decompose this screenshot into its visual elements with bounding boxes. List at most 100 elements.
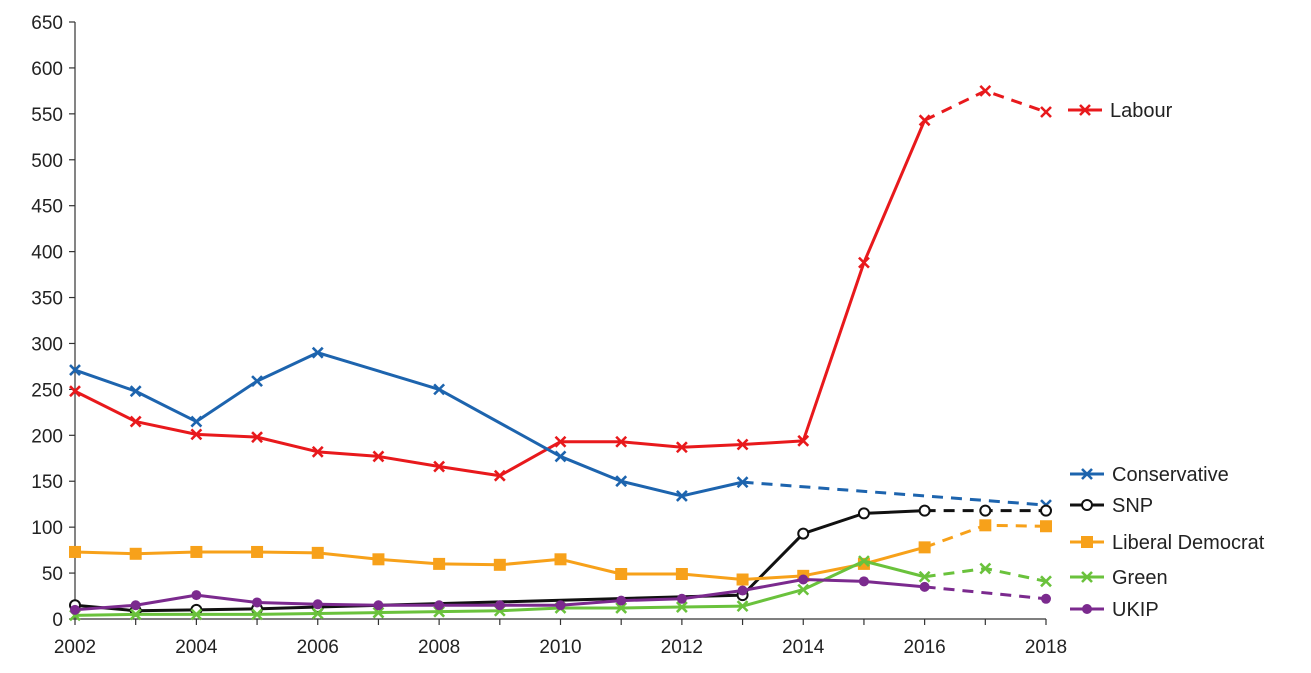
legend-swatch-marker bbox=[1081, 468, 1093, 480]
data-point bbox=[69, 545, 81, 558]
data-point bbox=[312, 599, 323, 610]
legend-label: Labour bbox=[1110, 100, 1173, 122]
data-point bbox=[190, 415, 203, 428]
data-point bbox=[616, 595, 627, 606]
data-point bbox=[433, 460, 446, 473]
data-point bbox=[1040, 504, 1052, 517]
data-point bbox=[129, 385, 142, 398]
x-tick-label: 2008 bbox=[418, 637, 460, 658]
y-tick-label: 450 bbox=[31, 197, 63, 218]
data-point bbox=[554, 553, 567, 566]
legend-swatch-marker bbox=[1081, 536, 1093, 548]
legend-label: UKIP bbox=[1112, 599, 1159, 621]
legend-swatch-marker bbox=[1082, 604, 1092, 614]
data-point bbox=[736, 573, 749, 586]
data-point bbox=[737, 585, 748, 596]
series-conservative bbox=[69, 346, 1052, 512]
data-point bbox=[190, 545, 203, 558]
data-point bbox=[1040, 106, 1052, 118]
data-point bbox=[919, 581, 930, 592]
data-point bbox=[797, 527, 810, 540]
series-line-projected bbox=[924, 585, 1047, 601]
legend-label: SNP bbox=[1112, 495, 1153, 517]
data-point bbox=[372, 450, 385, 463]
data-point bbox=[736, 438, 749, 451]
y-tick-label: 350 bbox=[31, 289, 63, 310]
data-point bbox=[1041, 593, 1051, 604]
data-point bbox=[372, 606, 385, 619]
data-point bbox=[311, 546, 324, 559]
legend-item-liberal-democrat: Liberal Democrat bbox=[1070, 532, 1265, 554]
data-point bbox=[979, 519, 992, 532]
y-tick-label: 0 bbox=[52, 610, 63, 631]
data-point bbox=[857, 507, 870, 520]
legend-label: Green bbox=[1112, 567, 1168, 589]
data-point bbox=[493, 469, 506, 482]
data-point bbox=[858, 576, 869, 587]
data-point bbox=[311, 607, 324, 620]
data-point bbox=[918, 570, 931, 583]
legend-item-labour: Labour bbox=[1068, 100, 1173, 122]
series-line-projected bbox=[924, 566, 1047, 583]
data-point bbox=[433, 557, 446, 570]
data-point bbox=[979, 504, 992, 517]
data-point bbox=[858, 256, 870, 269]
y-tick-label: 500 bbox=[31, 151, 63, 172]
y-tick-label: 550 bbox=[31, 105, 63, 126]
data-point bbox=[311, 346, 324, 359]
data-point bbox=[554, 435, 567, 448]
data-point bbox=[797, 434, 810, 447]
data-point bbox=[252, 597, 263, 608]
y-tick-label: 50 bbox=[42, 564, 63, 585]
data-point bbox=[918, 504, 931, 517]
series-green bbox=[69, 555, 1052, 622]
legend-swatch-marker bbox=[1081, 499, 1093, 511]
y-tick-label: 150 bbox=[31, 472, 63, 493]
x-tick-label: 2006 bbox=[297, 637, 339, 658]
legend-swatch-marker bbox=[1079, 104, 1091, 116]
data-point bbox=[372, 553, 385, 566]
data-point bbox=[615, 567, 628, 580]
data-point bbox=[554, 450, 567, 463]
data-point bbox=[797, 583, 810, 596]
legend-item-snp: SNP bbox=[1070, 495, 1153, 517]
y-tick-label: 250 bbox=[31, 380, 63, 401]
data-point bbox=[1040, 575, 1052, 588]
x-tick-label: 2016 bbox=[903, 637, 945, 658]
series-line-solid bbox=[74, 351, 743, 498]
legend-label: Liberal Democrat bbox=[1112, 532, 1265, 554]
data-point bbox=[858, 555, 870, 568]
data-point bbox=[676, 593, 687, 604]
series-layer bbox=[69, 84, 1052, 622]
data-point bbox=[615, 435, 628, 448]
data-point bbox=[675, 567, 688, 580]
data-point bbox=[918, 541, 931, 554]
data-point bbox=[373, 600, 384, 611]
y-tick-label: 300 bbox=[31, 334, 63, 355]
x-tick-label: 2004 bbox=[175, 637, 218, 658]
y-tick-label: 200 bbox=[31, 426, 63, 447]
data-point bbox=[191, 590, 202, 601]
series-ukip bbox=[70, 574, 1051, 615]
legend: Labour Conservative SNP Liberal Democrat Gre… bbox=[1068, 100, 1265, 621]
legend-item-conservative: Conservative bbox=[1070, 464, 1229, 486]
data-point bbox=[918, 114, 931, 127]
series-liberal-democrat bbox=[69, 519, 1052, 586]
data-point bbox=[69, 364, 81, 377]
legend-label: Conservative bbox=[1112, 464, 1229, 486]
data-point bbox=[251, 375, 263, 388]
data-point bbox=[129, 608, 142, 621]
data-point bbox=[190, 608, 203, 621]
x-tick-label: 2010 bbox=[539, 637, 581, 658]
data-point bbox=[736, 600, 749, 613]
data-point bbox=[129, 547, 142, 560]
data-point bbox=[675, 441, 688, 454]
data-point bbox=[433, 383, 446, 396]
data-point bbox=[190, 428, 203, 441]
data-point bbox=[615, 602, 628, 614]
data-point bbox=[251, 545, 264, 558]
x-tick-label: 2014 bbox=[782, 637, 825, 658]
data-point bbox=[615, 475, 628, 488]
y-tick-label: 400 bbox=[31, 243, 63, 264]
